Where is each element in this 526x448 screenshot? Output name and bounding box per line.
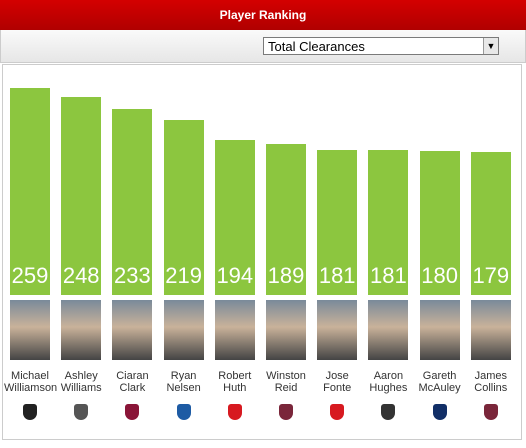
club-badge bbox=[227, 404, 242, 420]
value-label: 189 bbox=[267, 263, 305, 288]
bar bbox=[61, 96, 102, 295]
player-name: Robert Huth bbox=[218, 370, 252, 394]
player-photo bbox=[368, 300, 409, 360]
player-photo bbox=[266, 300, 306, 360]
player-name: Ciaran Clark bbox=[116, 370, 149, 394]
player-name: Michael Williamson bbox=[4, 370, 58, 394]
bar bbox=[214, 139, 255, 295]
club-badge bbox=[381, 404, 396, 420]
player-photo bbox=[419, 300, 460, 360]
value-label: 180 bbox=[421, 263, 458, 288]
player-name: James Collins bbox=[474, 370, 508, 394]
player-photo bbox=[470, 300, 511, 360]
player-photo bbox=[10, 300, 50, 360]
value-label: 181 bbox=[370, 263, 407, 288]
value-label: 219 bbox=[165, 263, 202, 288]
player-name: Winston Reid bbox=[266, 370, 306, 394]
bar bbox=[419, 151, 460, 295]
player-name: Jose Fonte bbox=[323, 370, 352, 394]
player-photo bbox=[112, 300, 153, 360]
bar bbox=[112, 108, 153, 295]
chart-area bbox=[2, 64, 522, 440]
club-badge bbox=[74, 404, 89, 420]
player-photo bbox=[214, 300, 255, 360]
club-badge bbox=[176, 404, 191, 420]
bar bbox=[163, 119, 204, 295]
bar bbox=[10, 87, 50, 295]
club-badge bbox=[23, 404, 37, 420]
bar bbox=[266, 143, 306, 295]
value-label: 194 bbox=[216, 263, 254, 288]
bar bbox=[317, 150, 358, 295]
value-label: 233 bbox=[114, 263, 151, 288]
dropdown-arrow[interactable]: ▼ bbox=[483, 38, 498, 54]
player-name: Ryan Nelsen bbox=[166, 370, 201, 394]
club-badge bbox=[432, 404, 447, 420]
dropdown-value: Total Clearances bbox=[268, 39, 365, 54]
stat-dropdown[interactable]: Total Clearances ▼ bbox=[263, 37, 499, 55]
club-badge bbox=[279, 404, 293, 420]
widget-title: Player Ranking bbox=[0, 0, 526, 30]
value-label: 248 bbox=[62, 263, 100, 288]
bar bbox=[368, 150, 409, 295]
player-name: Gareth McAuley bbox=[418, 370, 461, 394]
value-label: 259 bbox=[11, 263, 49, 288]
player-photo bbox=[61, 300, 102, 360]
value-label: 179 bbox=[472, 263, 510, 288]
player-photo bbox=[317, 300, 358, 360]
value-label: 181 bbox=[318, 263, 356, 288]
bar bbox=[470, 151, 511, 295]
player-photo bbox=[163, 300, 204, 360]
club-badge bbox=[125, 404, 140, 420]
club-badge bbox=[330, 404, 345, 420]
club-badge bbox=[483, 404, 498, 420]
player-name: Ashley Williams bbox=[60, 370, 102, 394]
player-name: Aaron Hughes bbox=[369, 370, 408, 394]
